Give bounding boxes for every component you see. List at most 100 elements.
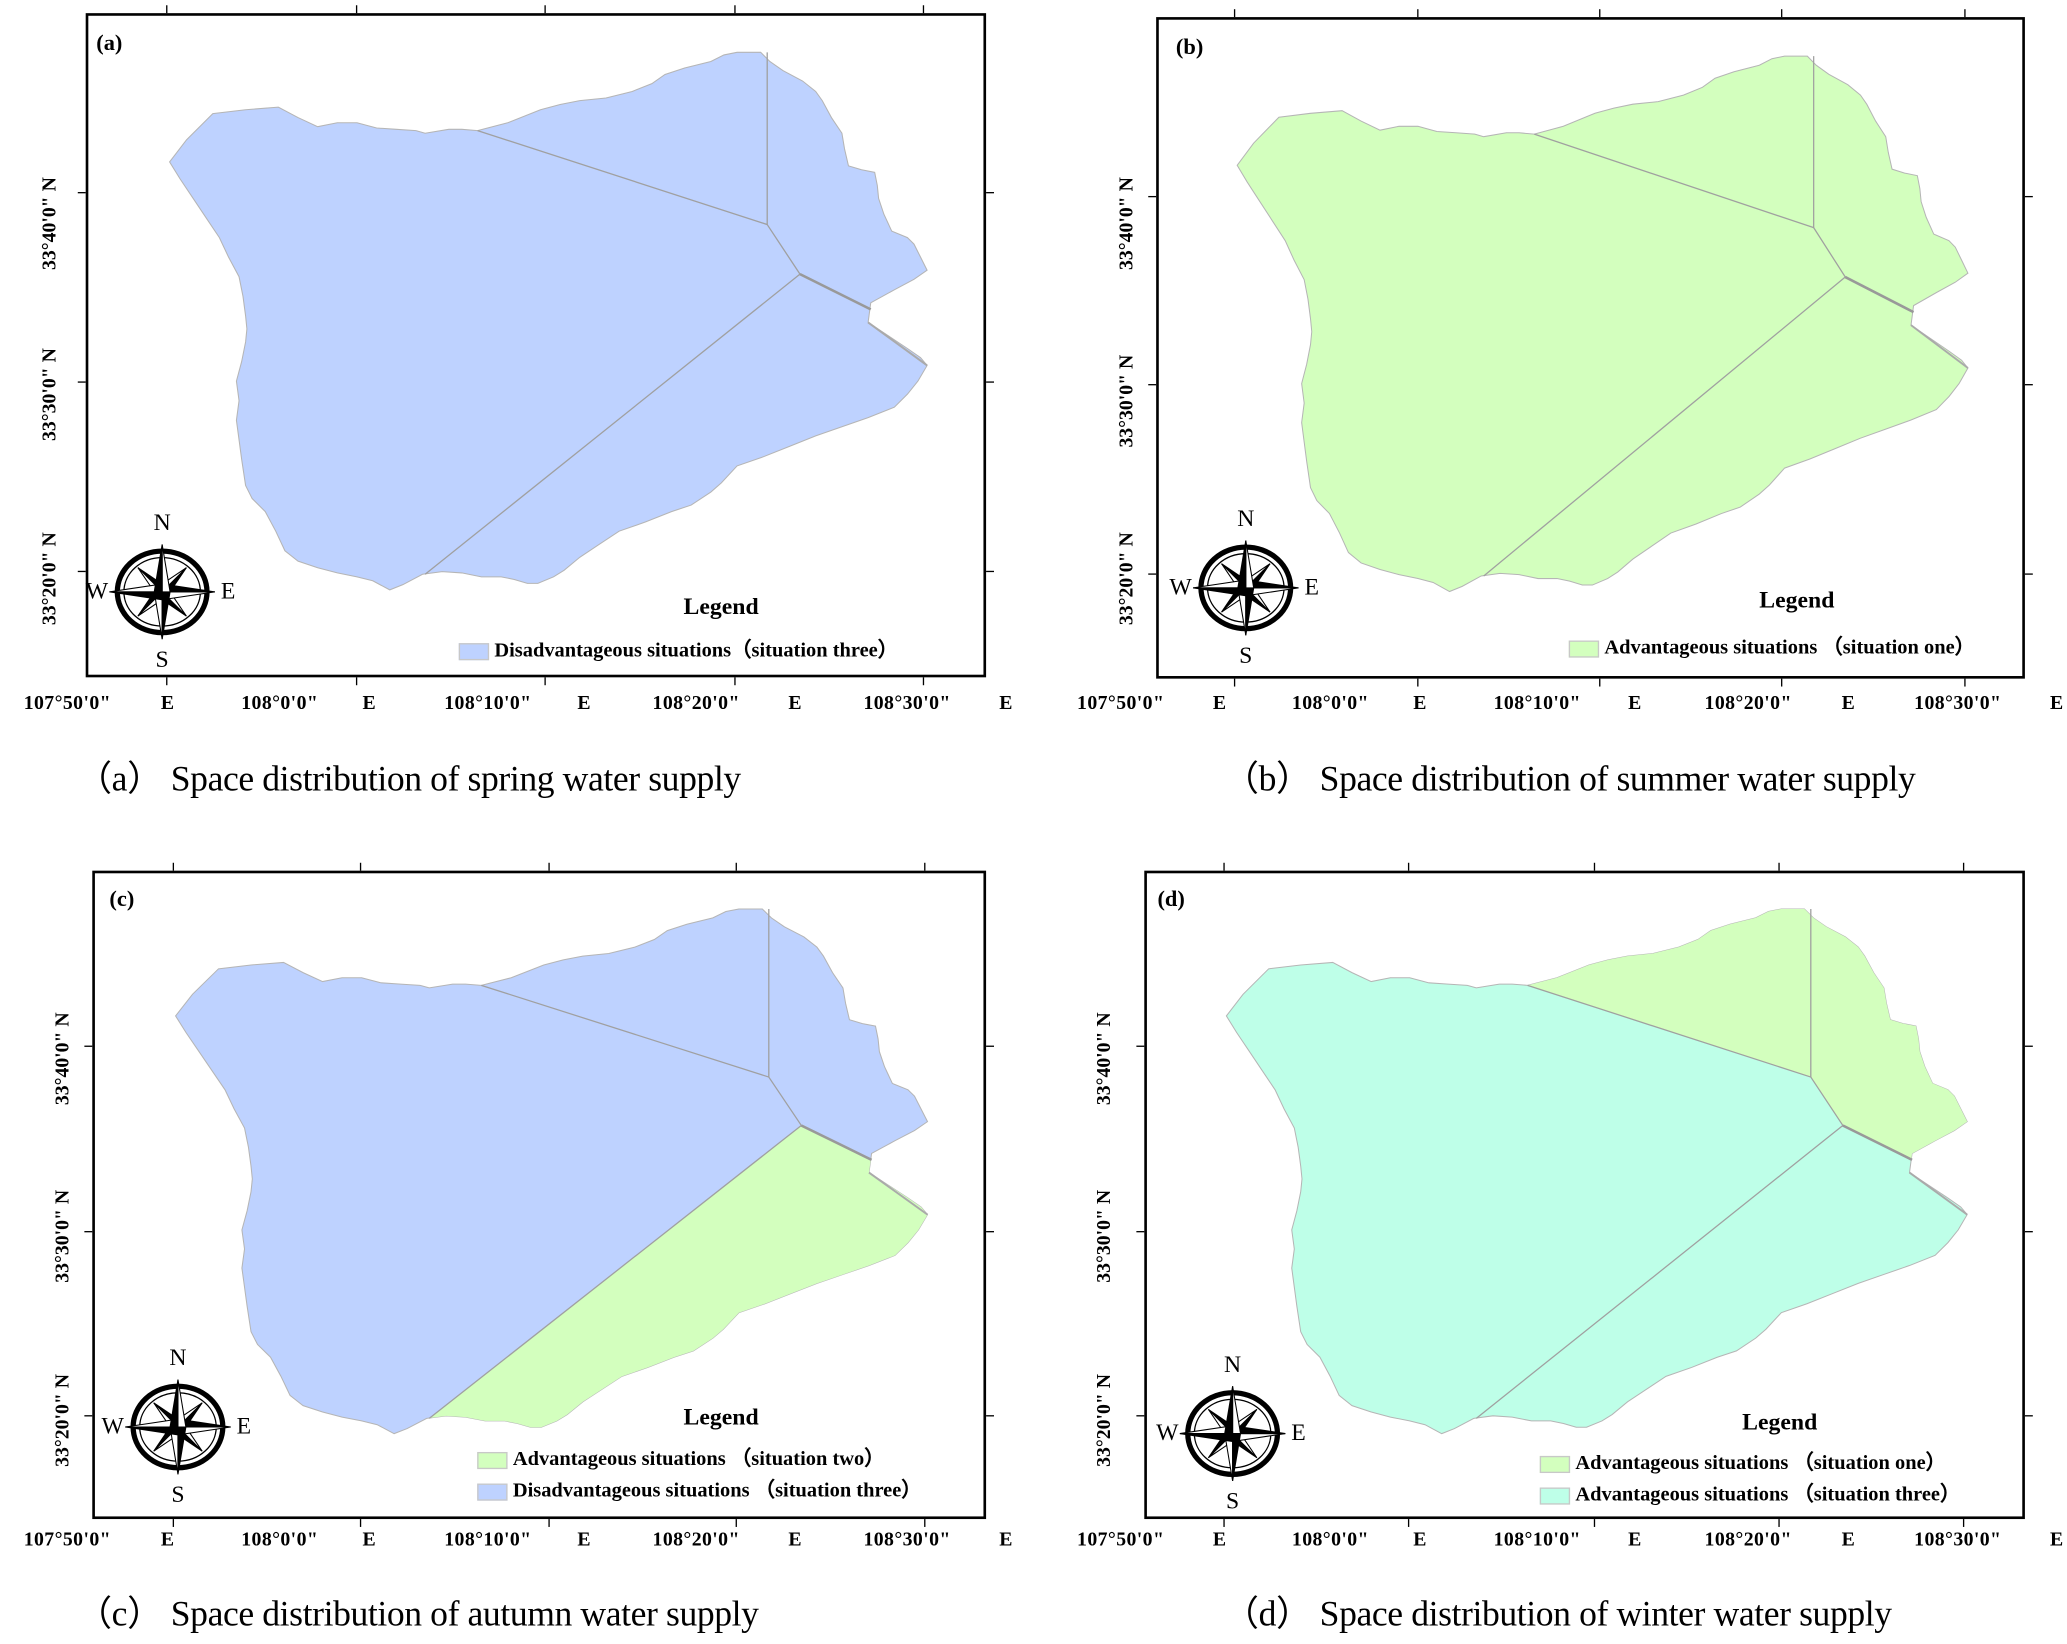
y-axis-label: 33°30'0" N — [52, 1189, 74, 1283]
compass-e-label: E — [1291, 1419, 1306, 1446]
compass-n-label: N — [1237, 505, 1255, 532]
x-axis-suffix: E — [2049, 693, 2064, 715]
x-axis-suffix: E — [1212, 1529, 1227, 1551]
x-tick — [923, 677, 925, 686]
compass-rose-icon — [125, 1379, 231, 1475]
panel-caption: （a） Space distribution of spring water s… — [76, 758, 741, 799]
compass-point — [1192, 587, 1247, 597]
y-axis-label: 33°30'0" N — [1094, 1189, 1116, 1283]
x-axis-label: 108°30'0" — [1914, 1529, 2002, 1551]
subbasin-boundary — [424, 224, 801, 575]
legend-item: Advantageous situations （situation two） — [477, 1443, 885, 1472]
x-tick — [1778, 1519, 1780, 1527]
x-tick — [1964, 678, 1966, 687]
x-tick — [1963, 862, 1965, 871]
compass-e-label: E — [1304, 573, 1319, 600]
map-frame — [1144, 870, 2025, 1520]
compass-e-label: E — [236, 1412, 252, 1439]
subbasin-boundary — [799, 272, 872, 311]
x-axis-label: 107°50'0" — [1077, 1529, 1165, 1551]
compass-point — [169, 1379, 179, 1428]
basin-region — [168, 51, 928, 591]
x-axis-label: 107°50'0" — [23, 693, 112, 715]
x-axis-suffix: E — [1413, 693, 1427, 715]
x-tick — [1593, 862, 1595, 871]
x-axis-suffix: E — [1628, 1529, 1642, 1551]
compass-rose-icon — [1179, 1386, 1286, 1482]
x-tick — [1416, 678, 1419, 687]
compass-point — [1224, 1386, 1234, 1435]
compass-rose-icon — [109, 544, 215, 640]
y-tick — [986, 571, 994, 573]
y-tick — [986, 1045, 994, 1048]
basin-edge — [1908, 1171, 1968, 1216]
x-tick — [1416, 9, 1419, 18]
legend-item: Advantageous situations （situation one） — [1539, 1447, 1947, 1476]
compass-rose-icon — [1192, 540, 1299, 636]
y-tick — [2024, 384, 2033, 386]
y-tick — [2024, 572, 2033, 575]
basin-map — [1236, 55, 1969, 593]
x-axis-suffix: E — [2049, 1529, 2064, 1551]
x-tick — [1781, 678, 1783, 687]
y-axis-label: 33°40'0" N — [1116, 177, 1138, 271]
x-tick — [923, 1519, 925, 1527]
x-tick — [1599, 678, 1601, 687]
x-axis-suffix: E — [160, 693, 175, 715]
x-axis-suffix: E — [1413, 1529, 1427, 1551]
x-tick — [1778, 862, 1780, 871]
y-tick — [2024, 195, 2033, 198]
x-axis-label: 108°0'0" — [1291, 1529, 1369, 1551]
x-tick — [733, 5, 736, 14]
legend-label: Disadvantageous situations （situation th… — [512, 1479, 922, 1502]
compass-s-label: S — [1239, 641, 1253, 669]
compass-point — [1237, 540, 1247, 589]
x-axis-label: 108°0'0" — [1291, 693, 1369, 715]
x-axis-suffix: E — [577, 693, 592, 715]
x-axis-label: 108°20'0" — [652, 693, 740, 715]
compass-n-label: N — [153, 508, 171, 536]
x-axis-label: 108°0'0" — [241, 693, 319, 715]
x-tick — [1408, 862, 1410, 871]
x-tick — [1964, 9, 1966, 18]
x-tick — [548, 1519, 550, 1527]
legend-title: Legend — [1742, 1408, 1818, 1435]
x-axis-suffix: E — [999, 693, 1013, 715]
x-axis-label: 108°10'0" — [1493, 1529, 1581, 1551]
y-tick — [1148, 384, 1157, 386]
subbasin-boundary — [1844, 275, 1915, 314]
compass-w-label: W — [101, 1412, 124, 1439]
map-frame — [1156, 17, 2025, 679]
x-tick — [166, 5, 169, 14]
x-tick — [1234, 678, 1236, 687]
compass-n-label: N — [1224, 1350, 1242, 1378]
legend-item: Advantageous situations （situation one） — [1568, 631, 1975, 660]
y-tick — [1148, 195, 1157, 198]
x-tick — [735, 1519, 738, 1527]
basin-edge — [868, 1171, 929, 1216]
y-axis-label: 33°20'0" N — [52, 1374, 74, 1467]
x-axis-suffix: E — [362, 693, 377, 715]
legend-label: Advantageous situations （situation one） — [1575, 1451, 1947, 1475]
x-axis-label: 108°10'0" — [444, 693, 532, 715]
subbasin-boundary — [800, 1124, 873, 1161]
map-frame — [85, 13, 987, 678]
legend-swatch — [1539, 1455, 1571, 1473]
x-tick — [735, 862, 738, 871]
legend-swatch — [1539, 1486, 1571, 1504]
map-frame — [92, 870, 987, 1520]
x-axis-label: 108°30'0" — [1914, 693, 2002, 715]
x-axis-suffix: E — [999, 1529, 1013, 1551]
legend-item: Disadvantageous situations （situation th… — [477, 1474, 922, 1503]
compass-e-label: E — [220, 577, 236, 604]
basin-edge — [1910, 324, 1969, 369]
x-tick — [172, 1519, 175, 1527]
x-tick — [923, 5, 925, 14]
y-axis-label: 33°40'0" N — [52, 1012, 74, 1106]
x-tick — [1781, 9, 1783, 18]
x-axis-suffix: E — [577, 1529, 592, 1551]
y-tick — [2024, 1045, 2033, 1048]
basin-map — [168, 51, 928, 591]
x-axis-label: 108°20'0" — [652, 1529, 740, 1551]
y-axis-label: 33°40'0" N — [39, 177, 61, 271]
